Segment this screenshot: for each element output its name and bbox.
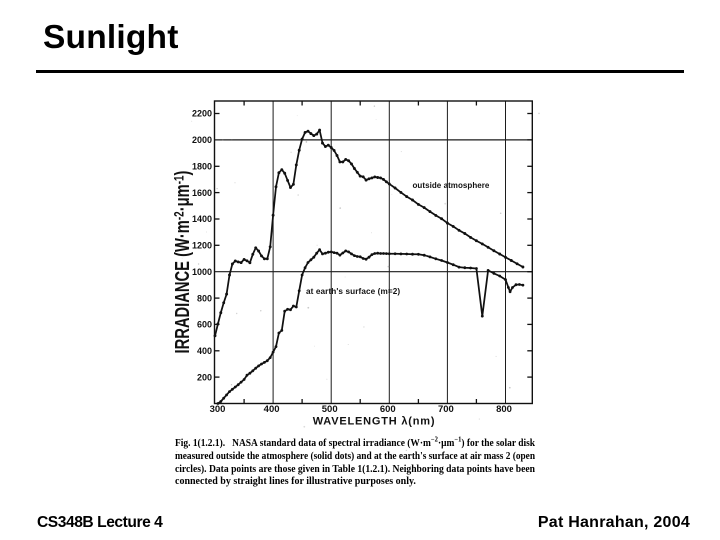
svg-text:2200: 2200 (192, 109, 212, 119)
svg-text:800: 800 (496, 404, 512, 415)
svg-text:1200: 1200 (192, 241, 212, 251)
svg-text:1400: 1400 (192, 214, 212, 224)
svg-text:400: 400 (264, 404, 280, 415)
svg-text:500: 500 (322, 404, 338, 415)
svg-text:600: 600 (380, 404, 396, 415)
svg-text:1800: 1800 (192, 162, 212, 172)
svg-text:400: 400 (197, 346, 212, 356)
svg-text:700: 700 (438, 404, 454, 415)
svg-text:WAVELENGTH λ(nm): WAVELENGTH λ(nm) (313, 416, 436, 428)
svg-text:outside atmosphere: outside atmosphere (413, 181, 490, 190)
svg-text:800: 800 (197, 293, 212, 303)
svg-text:IRRADIANCE (W·m-2·μm-1): IRRADIANCE (W·m-2·μm-1) (171, 171, 194, 354)
svg-text:600: 600 (197, 320, 212, 330)
svg-text:1000: 1000 (192, 267, 212, 277)
svg-text:1600: 1600 (192, 188, 212, 198)
svg-text:300: 300 (210, 404, 226, 415)
svg-text:200: 200 (197, 372, 212, 382)
svg-text:2000: 2000 (192, 135, 212, 145)
svg-text:at earth's surface (m=2): at earth's surface (m=2) (306, 287, 400, 296)
